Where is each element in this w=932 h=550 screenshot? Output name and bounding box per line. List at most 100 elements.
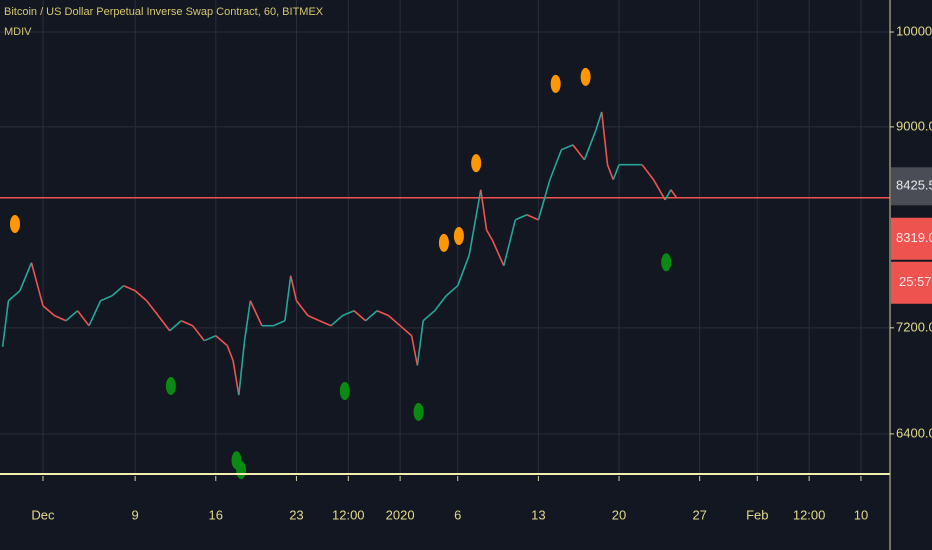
price-segment: [76, 310, 90, 327]
chart-title: Bitcoin / US Dollar Perpetual Inverse Sw…: [4, 6, 324, 18]
x-tick-label: 12:00: [793, 507, 826, 522]
price-segment: [353, 310, 367, 322]
price-segment: [561, 144, 574, 151]
price-segment: [485, 229, 493, 241]
y-tick-label: 6400.0: [896, 425, 932, 440]
price-segment: [456, 254, 471, 286]
signal-marker: [471, 154, 482, 173]
price-segment: [88, 300, 102, 327]
indicator-name: MDIV: [4, 26, 32, 38]
price-segment: [232, 360, 240, 396]
x-tick-label: 10: [854, 507, 868, 522]
price-segment: [7, 290, 21, 302]
x-tick-label: 6: [454, 507, 461, 522]
signal-marker: [339, 382, 350, 401]
price-segment: [284, 275, 292, 321]
x-tick-label: Dec: [31, 507, 55, 522]
price-segment: [612, 164, 620, 181]
high-label: 8425.5: [896, 178, 932, 193]
price-segment: [595, 111, 603, 131]
price-segment: [243, 300, 252, 341]
price-label: 8319.0: [896, 230, 932, 245]
price-segment: [606, 164, 615, 181]
price-segment: [583, 129, 597, 161]
x-tick-label: 2020: [386, 507, 415, 522]
price-segment: [1, 300, 10, 347]
signal-marker: [9, 214, 20, 233]
price-segment: [664, 189, 672, 201]
price-segment: [526, 214, 539, 221]
countdown: 25:57: [899, 274, 932, 289]
price-segment: [376, 310, 389, 317]
price-segment: [146, 300, 159, 317]
price-segment: [307, 314, 320, 322]
signal-marker: [453, 227, 464, 246]
price-segment: [641, 164, 655, 181]
price-segment: [537, 179, 551, 221]
price-segment: [410, 335, 419, 366]
x-tick-label: 27: [692, 507, 706, 522]
price-segment: [399, 325, 413, 337]
price-segment: [342, 310, 355, 317]
x-tick-label: 16: [209, 507, 223, 522]
signal-marker: [236, 461, 247, 480]
price-segment: [549, 149, 563, 181]
price-segment: [388, 315, 401, 327]
price-segment: [238, 340, 246, 396]
grid: [0, 0, 890, 473]
price-segment: [572, 144, 586, 161]
signal-marker: [413, 402, 424, 421]
signal-marker: [550, 74, 561, 93]
price-segment: [203, 335, 217, 342]
price-segment: [249, 300, 263, 327]
price-segment: [180, 319, 194, 327]
price-segment: [19, 262, 33, 292]
axes: 10000.0 9000.0 7200.0 6400.0 Dec 9 16 23 12:00 20…: [31, 23, 932, 522]
price-segment: [157, 315, 171, 332]
price-segment: [491, 239, 505, 267]
price-segment: [226, 345, 234, 361]
price-segment: [503, 219, 517, 266]
price-segment: [30, 262, 44, 306]
x-tick-label: 23: [289, 507, 303, 522]
price-segment: [319, 319, 332, 327]
price-segment: [422, 310, 436, 322]
price-segment: [111, 285, 125, 297]
price-segment: [515, 214, 528, 221]
x-tick-label: 12:00: [332, 507, 365, 522]
price-segment: [289, 275, 298, 301]
price-segment: [215, 335, 228, 347]
price-segment: [123, 284, 136, 292]
price-label-box: [891, 217, 932, 260]
price-segment: [100, 295, 113, 302]
high-label-box: [891, 167, 932, 206]
price-segment: [134, 290, 148, 302]
signal-marker: [165, 376, 176, 395]
price-segment: [192, 325, 205, 342]
price-segment: [169, 320, 182, 332]
price-segment: [330, 315, 344, 327]
price-segment: [365, 310, 378, 322]
x-tick-label: Feb: [746, 507, 768, 522]
price-segment: [295, 300, 309, 317]
signal-marker: [661, 253, 672, 272]
y-tick-label: 9000.0: [896, 118, 932, 133]
price-segment: [273, 319, 286, 327]
price-segment: [652, 179, 666, 201]
countdown-box: [891, 261, 932, 304]
price-segment: [600, 111, 609, 165]
price-segment: [479, 189, 488, 231]
price-segment: [65, 310, 79, 322]
y-tick-label: 10000.0: [896, 23, 932, 38]
price-segment: [670, 189, 678, 199]
y-tick-label: 7200.0: [896, 319, 932, 334]
price-segment: [54, 314, 67, 322]
price-segment: [445, 285, 459, 297]
x-tick-label: 13: [531, 507, 545, 522]
price-segment: [468, 189, 482, 256]
signal-marker: [580, 67, 591, 86]
price-segment: [434, 295, 447, 312]
signal-marker: [438, 233, 449, 252]
